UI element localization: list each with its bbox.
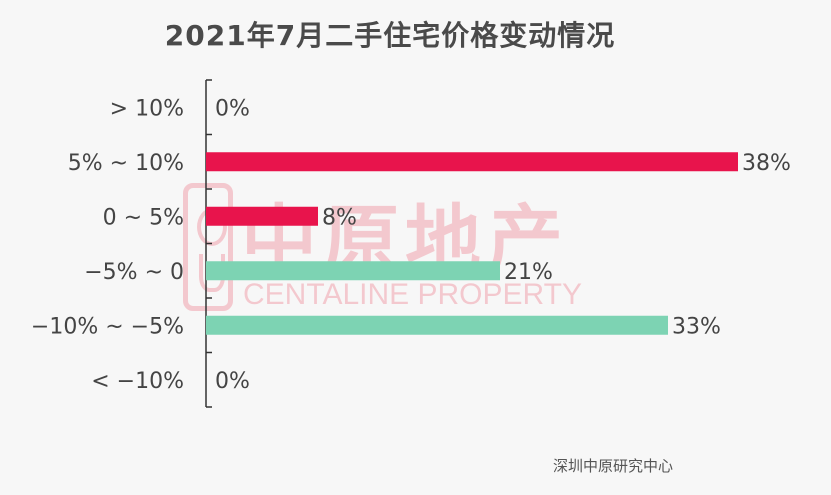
data-label: 0% xyxy=(215,96,250,121)
bar xyxy=(206,206,318,226)
category-label: −10% ~ −5% xyxy=(31,314,184,339)
data-label: 38% xyxy=(742,151,791,176)
data-label: 21% xyxy=(504,260,553,285)
data-label: 33% xyxy=(672,314,721,339)
chart-title: 2021年7月二手住宅价格变动情况 xyxy=(164,19,616,52)
bar xyxy=(206,315,668,335)
bar xyxy=(206,261,500,281)
category-label: −5% ~ 0 xyxy=(84,260,184,285)
source-note: 深圳中原研究中心 xyxy=(553,457,674,475)
category-label: > 10% xyxy=(110,96,184,121)
category-label: 5% ~ 10% xyxy=(68,151,184,176)
data-label: 0% xyxy=(215,369,250,394)
bar xyxy=(206,152,738,172)
category-label: < −10% xyxy=(91,369,184,394)
category-label: 0 ~ 5% xyxy=(103,205,184,230)
data-label: 8% xyxy=(322,205,357,230)
